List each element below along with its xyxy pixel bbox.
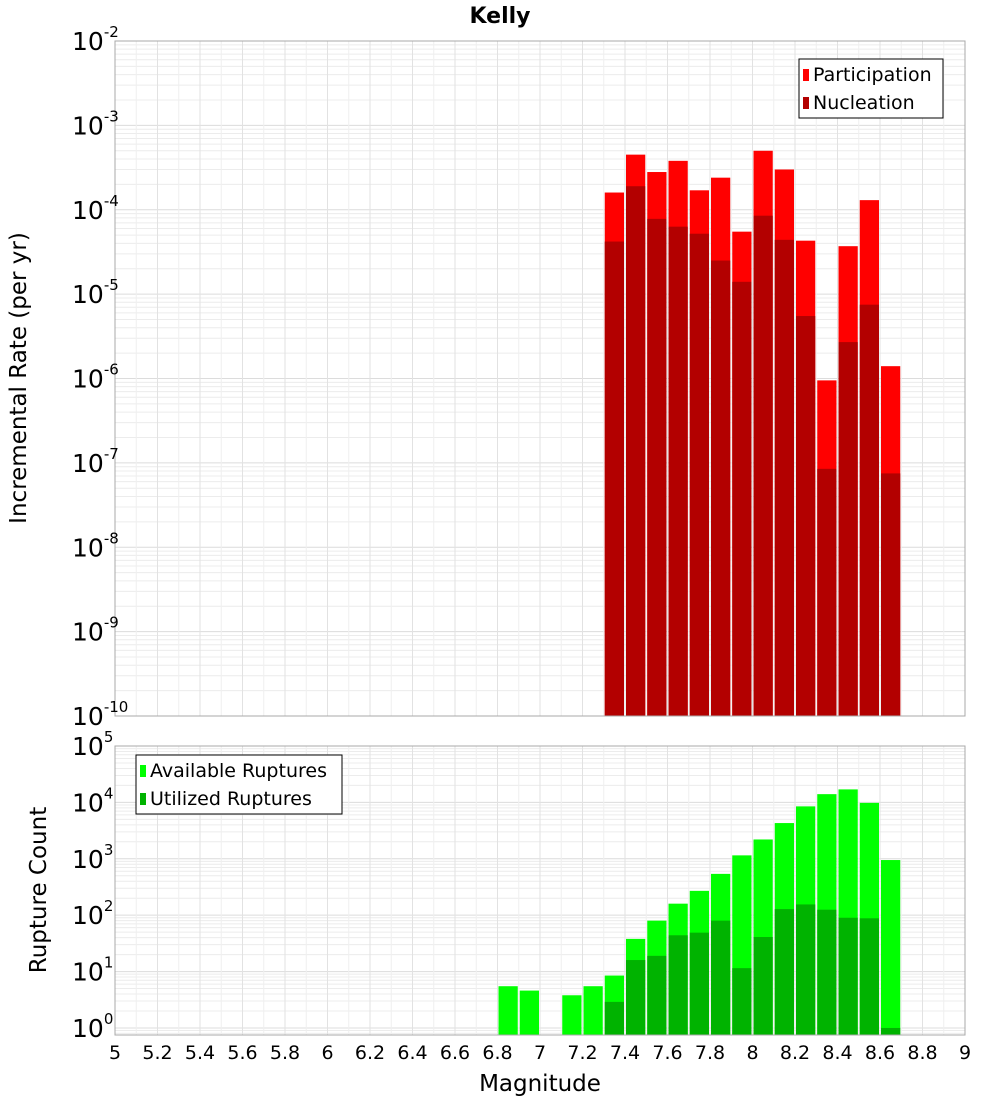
bar xyxy=(689,233,709,716)
bar xyxy=(817,468,837,716)
bar xyxy=(838,917,858,1035)
bar xyxy=(774,239,794,716)
y-tick-label: 105 xyxy=(72,728,113,761)
count-y-axis-label: Rupture Count xyxy=(26,807,52,973)
legend-swatch xyxy=(803,97,809,109)
y-tick-label: 10-8 xyxy=(72,529,119,562)
y-tick-label: 10-4 xyxy=(72,192,119,225)
x-tick-label: 5.4 xyxy=(185,1042,215,1064)
bar xyxy=(604,1001,624,1035)
y-tick-label: 10-6 xyxy=(72,361,119,394)
y-tick-label: 103 xyxy=(72,841,113,874)
bar xyxy=(732,968,752,1035)
bar xyxy=(796,904,816,1035)
bar xyxy=(817,909,837,1035)
x-tick-label: 6 xyxy=(321,1042,333,1064)
bar xyxy=(519,990,539,1035)
x-tick-label: 8 xyxy=(746,1042,758,1064)
x-tick-label: 5.2 xyxy=(142,1042,172,1064)
bar xyxy=(647,218,667,716)
y-tick-labels: 10-10 10-9 10-8 10-7 10-6 10-5 10-4 10-3 10-2 xyxy=(72,23,128,731)
rupture-count-plot: 100 101 102 103 104 105 5 5.2 5.4 5.6 5.8 6 6.2 6.4 6.… xyxy=(72,728,971,1064)
y-tick-labels: 100 101 102 103 104 105 xyxy=(72,728,113,1043)
bar xyxy=(753,215,773,717)
legend-swatch xyxy=(803,69,809,81)
series-nucleation xyxy=(604,186,901,717)
series-utilized-ruptures xyxy=(604,904,901,1035)
y-tick-label: 10-7 xyxy=(72,445,119,478)
legend-label: Utilized Ruptures xyxy=(150,788,312,810)
bar xyxy=(881,473,901,716)
rate-y-axis-label: Incremental Rate (per yr) xyxy=(6,232,32,524)
y-tick-label: 101 xyxy=(72,954,113,987)
bar xyxy=(711,920,731,1035)
legend-box xyxy=(798,58,944,119)
plot-border xyxy=(114,745,966,1036)
y-tick-label: 100 xyxy=(72,1010,113,1043)
bar xyxy=(881,1027,901,1035)
bar xyxy=(859,918,879,1035)
y-tick-label: 10-2 xyxy=(72,23,119,56)
x-tick-label: 9 xyxy=(959,1042,971,1064)
y-tick-label: 10-3 xyxy=(72,107,119,140)
x-tick-label: 8.2 xyxy=(780,1042,810,1064)
x-tick-label: 8.6 xyxy=(865,1042,895,1064)
x-tick-labels: 5 5.2 5.4 5.6 5.8 6 6.2 6.4 6.6 6.8 7 7.2 7.4 7.6 7.8 8… xyxy=(109,1042,971,1064)
x-tick-label: 5.8 xyxy=(270,1042,300,1064)
legend: Participation Nucleation xyxy=(798,58,944,119)
x-tick-label: 6.8 xyxy=(482,1042,512,1064)
x-tick-label: 8.4 xyxy=(822,1042,852,1064)
legend-label: Nucleation xyxy=(813,92,915,114)
y-tick-label: 10-10 xyxy=(72,698,128,731)
x-tick-label: 5 xyxy=(109,1042,121,1064)
bar xyxy=(689,932,709,1035)
rate-plot: 10-10 10-9 10-8 10-7 10-6 10-5 10-4 10-3 10-2 Par… xyxy=(72,23,966,731)
x-tick-label: 8.8 xyxy=(907,1042,937,1064)
chart-title: Kelly xyxy=(469,4,530,29)
bar xyxy=(881,860,901,1035)
x-tick-label: 6.4 xyxy=(397,1042,427,1064)
plot-border xyxy=(114,40,966,717)
x-tick-label: 7 xyxy=(534,1042,546,1064)
bar xyxy=(732,281,752,716)
bar xyxy=(647,955,667,1035)
y-tick-label: 10-9 xyxy=(72,614,119,647)
x-tick-label: 7.2 xyxy=(567,1042,597,1064)
x-tick-label: 7.6 xyxy=(652,1042,682,1064)
bar xyxy=(583,986,603,1035)
grid xyxy=(114,40,966,717)
legend: Available Ruptures Utilized Ruptures xyxy=(135,754,343,815)
bar xyxy=(562,995,582,1035)
bar xyxy=(626,186,646,716)
bar xyxy=(626,960,646,1035)
bar xyxy=(498,986,518,1035)
x-tick-label: 5.6 xyxy=(227,1042,257,1064)
legend-swatch xyxy=(140,793,146,805)
y-tick-label: 102 xyxy=(72,897,113,930)
bar xyxy=(753,937,773,1035)
legend-swatch xyxy=(140,765,146,777)
grid xyxy=(114,745,966,1035)
bar xyxy=(668,226,688,716)
magnitude-x-axis-label: Magnitude xyxy=(479,1071,601,1097)
bar xyxy=(859,304,879,716)
legend-label: Participation xyxy=(813,64,932,86)
x-tick-label: 6.6 xyxy=(440,1042,470,1064)
bar xyxy=(604,241,624,717)
legend-box xyxy=(135,754,343,815)
y-tick-label: 104 xyxy=(72,784,113,817)
bar xyxy=(711,260,731,716)
x-tick-label: 7.4 xyxy=(610,1042,640,1064)
x-tick-label: 7.8 xyxy=(695,1042,725,1064)
y-tick-label: 10-5 xyxy=(72,276,119,309)
bar xyxy=(838,342,858,716)
x-tick-label: 6.2 xyxy=(355,1042,385,1064)
bar xyxy=(796,316,816,716)
legend-label: Available Ruptures xyxy=(150,760,327,782)
bar xyxy=(668,935,688,1035)
bar xyxy=(774,909,794,1035)
